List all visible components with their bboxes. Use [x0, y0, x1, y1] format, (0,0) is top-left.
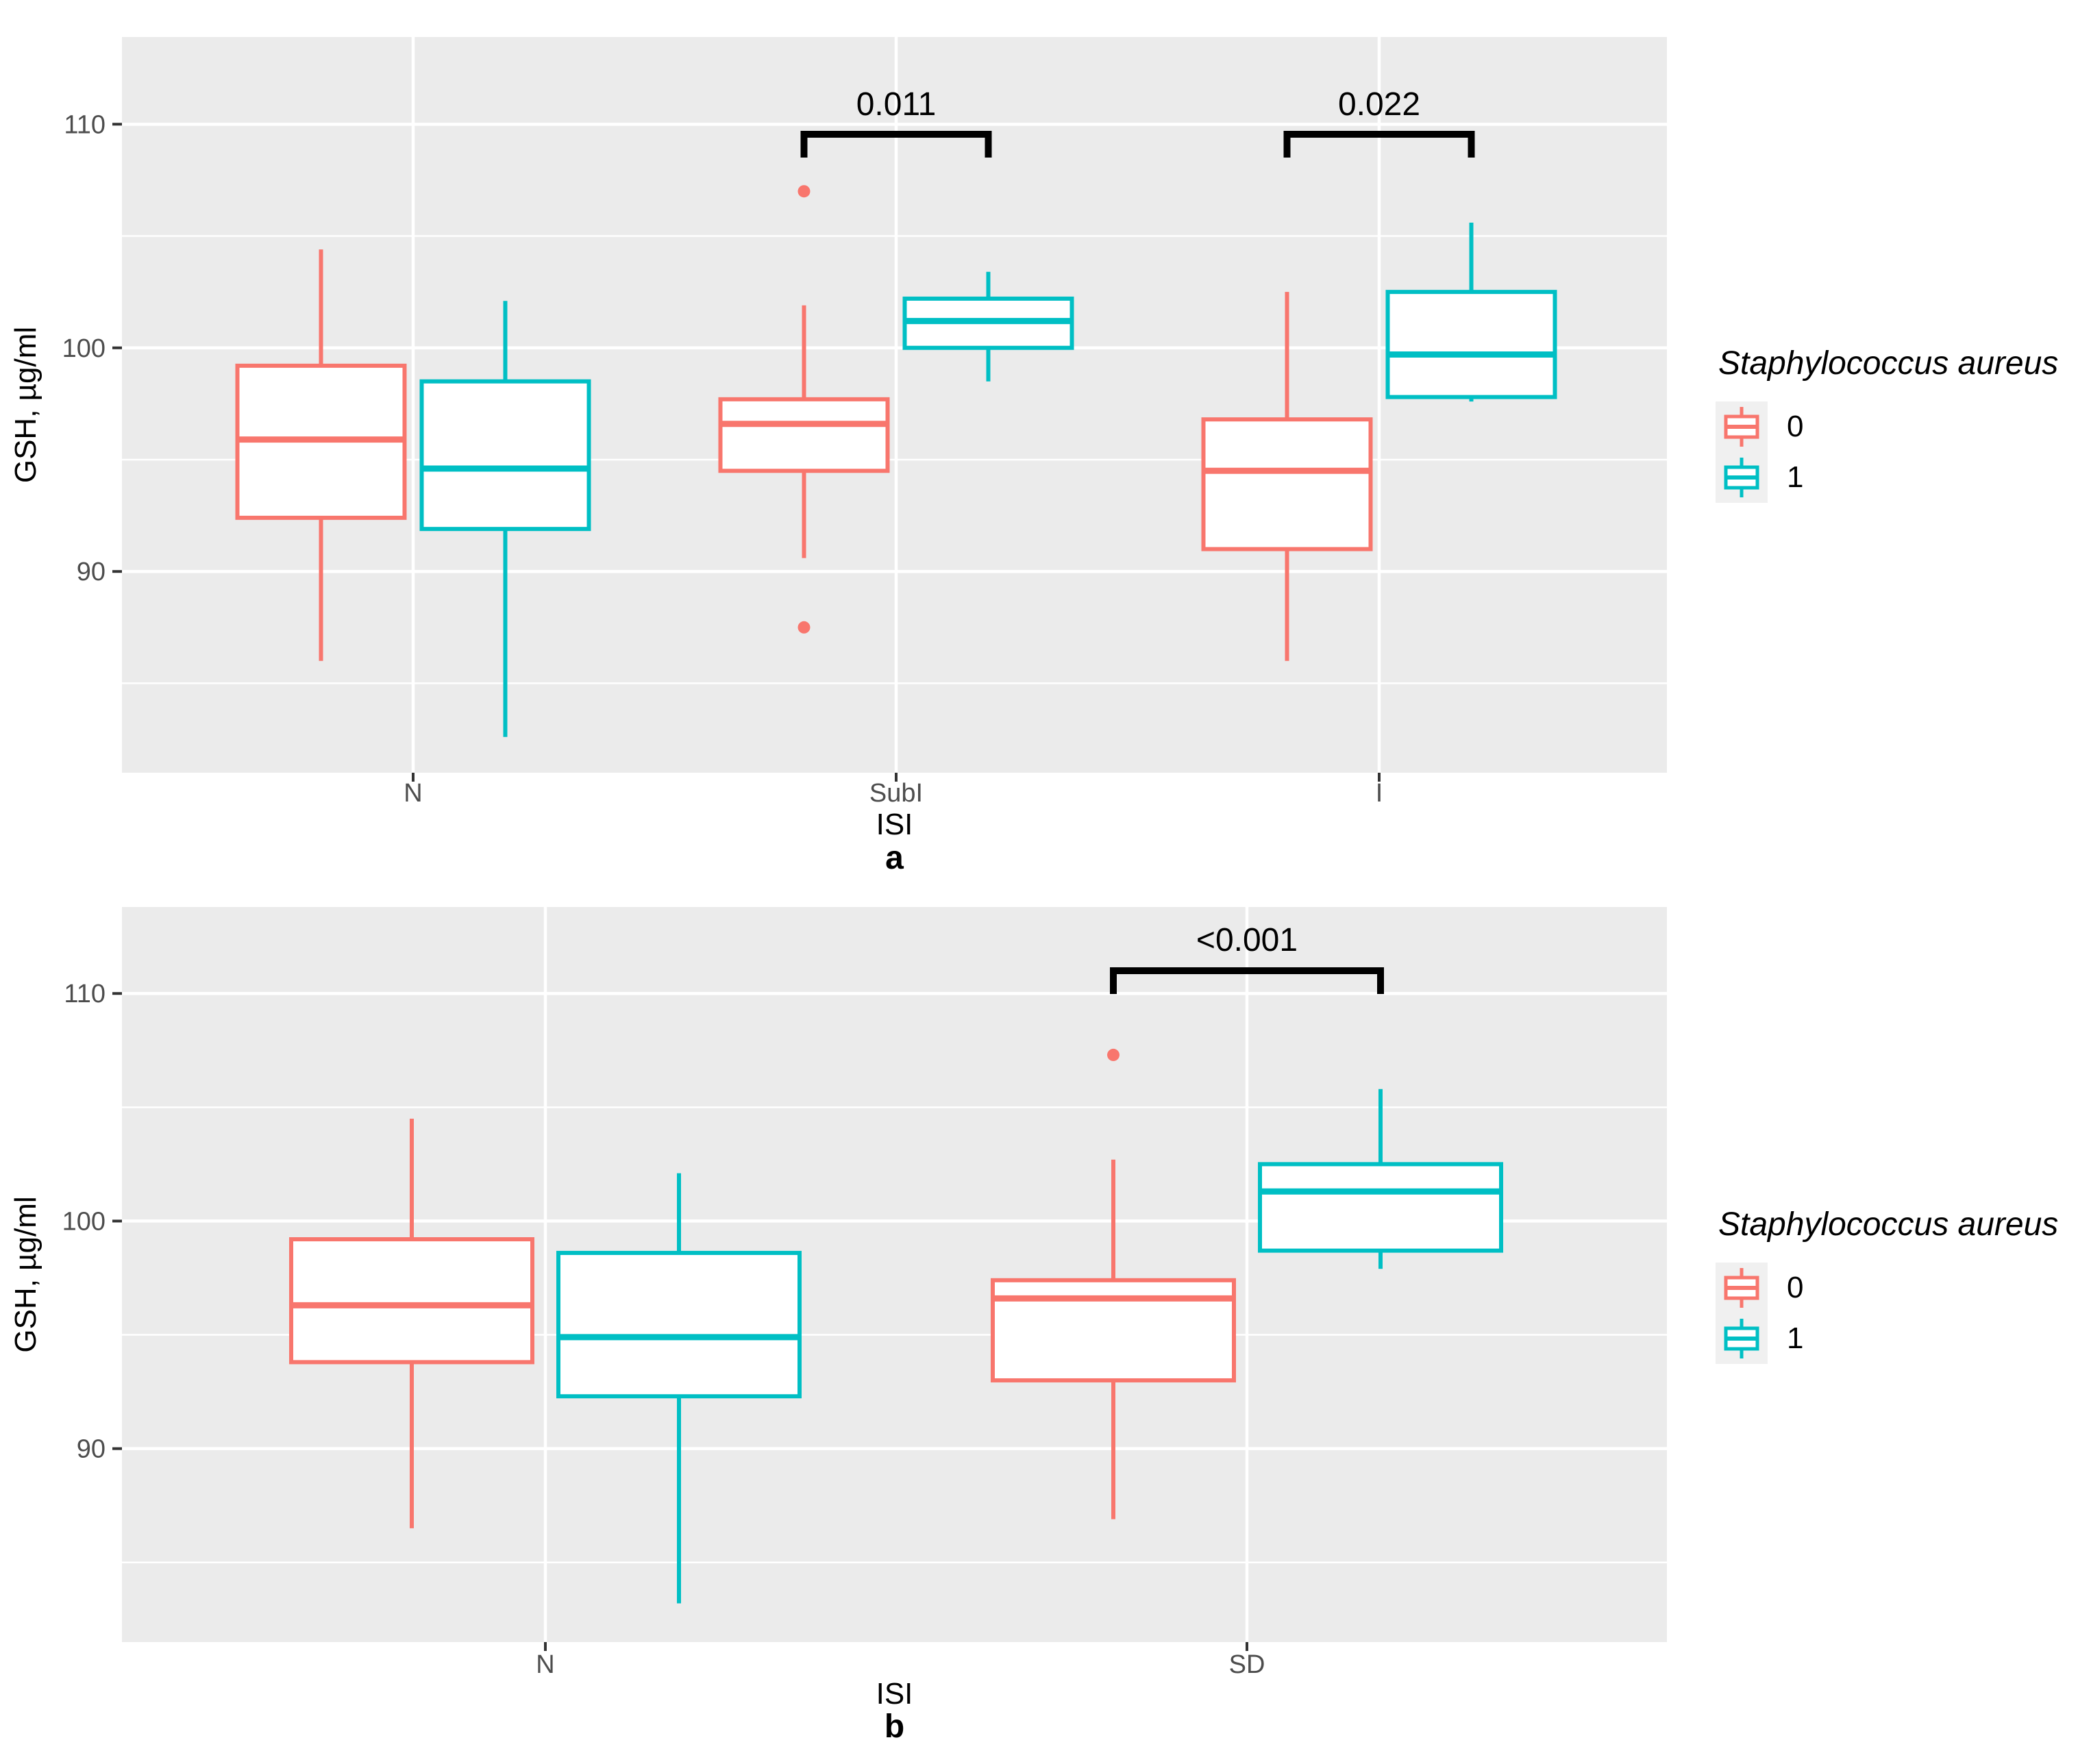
- panel-letter: a: [885, 840, 904, 876]
- boxplot-key-glyph: [1724, 458, 1759, 497]
- legend-item-0: 0: [1716, 401, 2072, 452]
- boxplot-key-glyph: [1724, 1319, 1759, 1358]
- iqr-box: [556, 1250, 802, 1399]
- legend-panel-b: Staphylococcus aureus 0 1: [1716, 1206, 2072, 1364]
- boxplot-a-SubI-series1: [902, 271, 1074, 382]
- boxplot-a-N-series0: [235, 249, 407, 661]
- y-tick-label-100: 100: [62, 334, 106, 363]
- legend-title: Staphylococcus aureus: [1718, 345, 2059, 382]
- significance-bracket-SubI: 0.011: [800, 86, 992, 158]
- boxplot-b-SD-series0: [991, 1048, 1236, 1519]
- boxplot-key-icon-1: [1716, 1313, 1768, 1364]
- iqr-box: [289, 1237, 534, 1365]
- iqr-box: [991, 1278, 1236, 1382]
- boxplot-b-N-series0: [289, 1118, 534, 1528]
- significance-bracket-SD: <0.001: [1110, 922, 1384, 994]
- y-axis-title: GSH, µg/ml: [9, 327, 42, 483]
- y-tick-label-100: 100: [62, 1207, 106, 1236]
- boxplot-key-glyph: [1724, 407, 1759, 447]
- boxplot-b-SD-series1: [1258, 1089, 1503, 1269]
- panel-a: 90 100 110 N SubI I ISI GSH, µg/ml a 0.011 0.022: [9, 37, 1667, 876]
- legend-panel-a: Staphylococcus aureus 0 1: [1716, 345, 2072, 503]
- y-tick-label-90: 90: [77, 1435, 106, 1464]
- x-tick-label-N: N: [536, 1650, 554, 1679]
- significance-bracket-I: 0.022: [1283, 86, 1475, 158]
- y-tick-label-90: 90: [77, 558, 106, 586]
- legend-item-0: 0: [1716, 1263, 2072, 1313]
- boxplot-key-icon-0: [1716, 1263, 1768, 1313]
- panel-letter: b: [885, 1709, 904, 1745]
- iqr-box: [1385, 290, 1557, 399]
- boxplot-b-N-series1: [556, 1173, 802, 1604]
- boxplot-a-I-series1: [1385, 222, 1557, 402]
- iqr-box: [718, 397, 890, 473]
- legend-item-label: 1: [1787, 1321, 1804, 1355]
- legend-item-label: 1: [1787, 460, 1804, 494]
- iqr-box: [1201, 417, 1373, 551]
- legend-title: Staphylococcus aureus: [1718, 1206, 2059, 1243]
- boxplot-key-icon-1: [1716, 452, 1768, 503]
- x-tick-label-SD: SD: [1229, 1650, 1265, 1679]
- boxplot-key-glyph: [1724, 1268, 1759, 1308]
- x-tick-label-N: N: [404, 779, 422, 808]
- significance-label: 0.011: [856, 86, 937, 123]
- boxplot-a-SubI-series0: [718, 185, 890, 634]
- legend-item-1: 1: [1716, 452, 2072, 503]
- outlier-point: [1107, 1048, 1120, 1061]
- x-tick-label-SubI: SubI: [869, 779, 923, 808]
- y-tick-label-110: 110: [64, 980, 106, 1008]
- boxplot-a-N-series1: [419, 301, 591, 737]
- y-axis-title: GSH, µg/ml: [9, 1196, 42, 1352]
- x-axis-title: ISI: [876, 1677, 913, 1711]
- iqr-box: [419, 379, 591, 532]
- significance-label: <0.001: [1196, 922, 1298, 958]
- x-axis-title: ISI: [876, 808, 913, 841]
- boxplot-key-icon-0: [1716, 401, 1768, 452]
- outlier-point: [797, 621, 811, 634]
- outlier-point: [797, 185, 811, 198]
- significance-label: 0.022: [1338, 86, 1420, 123]
- legend-item-label: 0: [1787, 410, 1804, 443]
- x-tick-label-I: I: [1376, 779, 1383, 808]
- legend-item-label: 0: [1787, 1271, 1804, 1304]
- boxplot-a-I-series0: [1201, 292, 1373, 661]
- legend-item-1: 1: [1716, 1313, 2072, 1364]
- panel-b: 90 100 110 N SD ISI GSH, µg/ml b <0.001: [9, 907, 1667, 1745]
- iqr-box: [1258, 1162, 1503, 1253]
- y-tick-label-110: 110: [64, 110, 106, 139]
